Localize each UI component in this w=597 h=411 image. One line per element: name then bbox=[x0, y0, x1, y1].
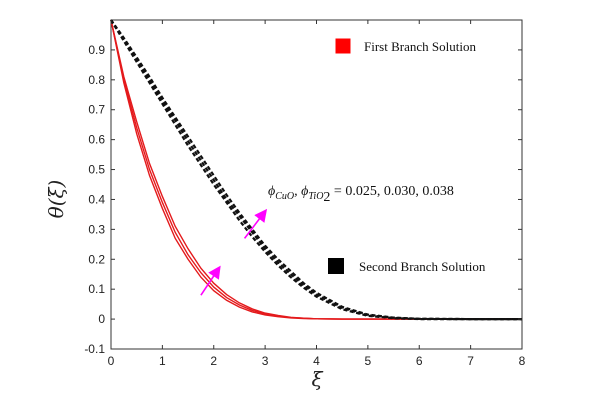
legend-label-first: First Branch Solution bbox=[364, 39, 476, 54]
x-tick-label: 6 bbox=[416, 354, 423, 368]
ticks-group: 0 1 2 3 4 5 6 7 8-0.100.10.20.30.40.50.60.70.80.… bbox=[84, 20, 526, 368]
annotation-sub-2: 2 bbox=[323, 190, 330, 205]
y-tick-label: 0.5 bbox=[88, 163, 105, 177]
y-tick-label: 0 bbox=[98, 312, 105, 326]
second-branch-line-4 bbox=[110, 19, 522, 321]
x-tick-label: 2 bbox=[210, 354, 217, 368]
second-branch-line-5 bbox=[110, 19, 522, 321]
y-tick-label: 0.9 bbox=[88, 43, 105, 57]
annotation-sep: , ϕ bbox=[294, 184, 308, 199]
y-tick-label: 0.3 bbox=[88, 222, 105, 236]
annotation-arrow-2 bbox=[243, 208, 268, 239]
parameter-annotation: ϕCuO, ϕTiO2 = 0.025, 0.030, 0.038 bbox=[268, 184, 454, 205]
x-tick-label: 1 bbox=[159, 354, 166, 368]
x-tick-label: 7 bbox=[467, 354, 474, 368]
x-tick-label: 3 bbox=[262, 354, 269, 368]
series-group bbox=[110, 19, 522, 321]
y-tick-label: 0.1 bbox=[88, 282, 105, 296]
annotation-sub-tio: TiO bbox=[308, 191, 323, 202]
annotation-arrow-1 bbox=[200, 265, 221, 296]
x-axis-label: ξ bbox=[311, 367, 323, 391]
first-branch-line-3 bbox=[110, 19, 522, 320]
annotation-values: = 0.025, 0.030, 0.038 bbox=[330, 184, 453, 199]
y-tick-label: 0.2 bbox=[88, 252, 105, 266]
y-axis-label: θ(ξ) bbox=[44, 180, 68, 219]
legend: First Branch Solution Second Branch Solu… bbox=[328, 37, 486, 274]
annotation-arrows bbox=[200, 208, 268, 296]
x-tick-label: 8 bbox=[519, 354, 526, 368]
legend-swatch-second bbox=[328, 258, 344, 274]
y-tick-label: 0.6 bbox=[88, 133, 105, 147]
annotation-sub-cuo: CuO bbox=[275, 191, 294, 202]
x-tick-label: 5 bbox=[365, 354, 372, 368]
x-tick-label: 4 bbox=[313, 354, 320, 368]
legend-label-second: Second Branch Solution bbox=[359, 259, 486, 274]
second-branch-line-6 bbox=[110, 19, 522, 321]
legend-swatch-first bbox=[334, 37, 352, 55]
y-tick-label: 0.4 bbox=[88, 192, 105, 206]
x-tick-label: 0 bbox=[108, 354, 115, 368]
y-tick-label: 0.8 bbox=[88, 73, 105, 87]
y-tick-label: 0.7 bbox=[88, 103, 105, 117]
y-tick-label: -0.1 bbox=[84, 342, 105, 356]
annotation-phi-1: ϕ bbox=[268, 184, 275, 199]
